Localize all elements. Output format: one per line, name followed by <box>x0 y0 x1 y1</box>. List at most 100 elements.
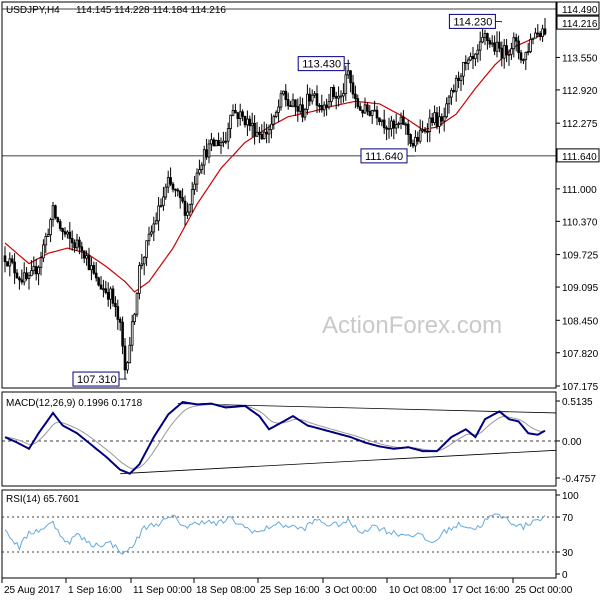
candle-body-down <box>536 32 540 35</box>
candle <box>82 250 86 264</box>
time-tick-label: 25 Sep 16:00 <box>260 585 320 596</box>
time-tick-label: 3 Oct 00:00 <box>325 585 377 596</box>
candle <box>56 216 60 224</box>
candle-body-up <box>126 362 129 371</box>
candle-body-up <box>507 53 511 56</box>
candle <box>464 55 468 71</box>
candle <box>87 247 91 271</box>
candle <box>243 115 247 128</box>
candle-body-up <box>445 103 448 118</box>
candle <box>406 119 410 146</box>
candle <box>152 216 156 242</box>
candle <box>354 85 357 109</box>
candle-body-up <box>222 140 225 143</box>
price-panel-frame <box>1 1 557 389</box>
candle-body-down <box>368 110 372 116</box>
price-tick-label: 112.275 <box>562 119 598 130</box>
price-tick-label: 109.725 <box>562 251 599 262</box>
horizontal-levels <box>2 8 556 157</box>
candle <box>442 107 446 132</box>
candle-body-down <box>514 37 518 42</box>
candle <box>498 31 501 53</box>
time-tick-label: 17 Oct 16:00 <box>452 585 510 596</box>
candle <box>483 29 487 45</box>
candle <box>49 217 52 243</box>
candle <box>375 105 379 126</box>
candle <box>90 257 93 281</box>
candle-body-up <box>157 205 160 222</box>
candle-body-up <box>142 256 146 265</box>
candle <box>296 98 300 122</box>
candle <box>118 316 122 331</box>
candle-body-down <box>181 197 184 202</box>
candle <box>25 267 28 281</box>
candle <box>34 258 38 281</box>
candle-body-up <box>202 149 206 166</box>
candle-body-up <box>49 219 52 236</box>
time-tick-label: 25 Oct 00:00 <box>515 585 573 596</box>
candle <box>457 71 460 89</box>
candle <box>13 253 16 285</box>
candle-body-up <box>8 258 12 267</box>
candle-body-up <box>255 131 259 137</box>
candle-body-up <box>39 257 43 268</box>
candle-body-up <box>145 240 148 258</box>
candle <box>200 162 204 174</box>
candle <box>30 260 33 277</box>
rsi-tick-label: 0 <box>562 570 568 581</box>
candle <box>356 94 360 109</box>
candle <box>58 218 62 232</box>
candle-body-up <box>421 129 424 132</box>
time-tick-label: 1 Sep 16:00 <box>68 585 122 596</box>
candle-body-up <box>219 142 223 147</box>
candle <box>536 24 540 38</box>
candle <box>411 139 415 149</box>
candle <box>68 222 72 250</box>
candle <box>289 100 292 108</box>
candle <box>193 175 196 195</box>
candle <box>387 117 391 139</box>
candle-body-down <box>320 105 324 111</box>
candle-body-up <box>387 128 391 130</box>
candle-body-down <box>296 106 300 112</box>
candle-body-down <box>114 302 117 308</box>
candle-body-up <box>524 51 528 61</box>
candle-body-down <box>423 129 427 132</box>
watermark: ActionForex.com <box>322 312 502 339</box>
candle-body-down <box>174 188 177 191</box>
candle-body-up <box>85 255 88 259</box>
candle-body-down <box>34 266 38 275</box>
candle <box>522 58 525 65</box>
candle <box>390 115 393 137</box>
candle <box>186 202 189 220</box>
candle-body-down <box>13 261 16 274</box>
candle <box>234 103 237 114</box>
candle <box>426 123 429 143</box>
candle <box>450 87 453 105</box>
candle-body-up <box>246 118 249 126</box>
candle-body-down <box>99 284 103 290</box>
candle <box>97 276 100 287</box>
candle-body-down <box>183 200 187 216</box>
candle <box>109 286 112 310</box>
candle-body-down <box>440 116 444 122</box>
candle-body-up <box>373 109 376 112</box>
candle <box>366 102 369 116</box>
candle <box>260 124 264 140</box>
candle <box>301 97 304 123</box>
candle-body-down <box>308 93 312 102</box>
candle-body-up <box>154 220 158 225</box>
candle <box>37 265 40 286</box>
candle-body-up <box>193 183 196 190</box>
candle <box>471 46 475 70</box>
candle-body-up <box>478 41 482 51</box>
candle-body-up <box>198 169 201 174</box>
candle <box>15 269 19 279</box>
candle-body-down <box>169 177 172 185</box>
candle-body-down <box>486 33 489 41</box>
candle-body-up <box>37 266 40 275</box>
candle <box>459 73 463 92</box>
candle <box>75 233 79 252</box>
candle-body-up <box>152 223 156 233</box>
